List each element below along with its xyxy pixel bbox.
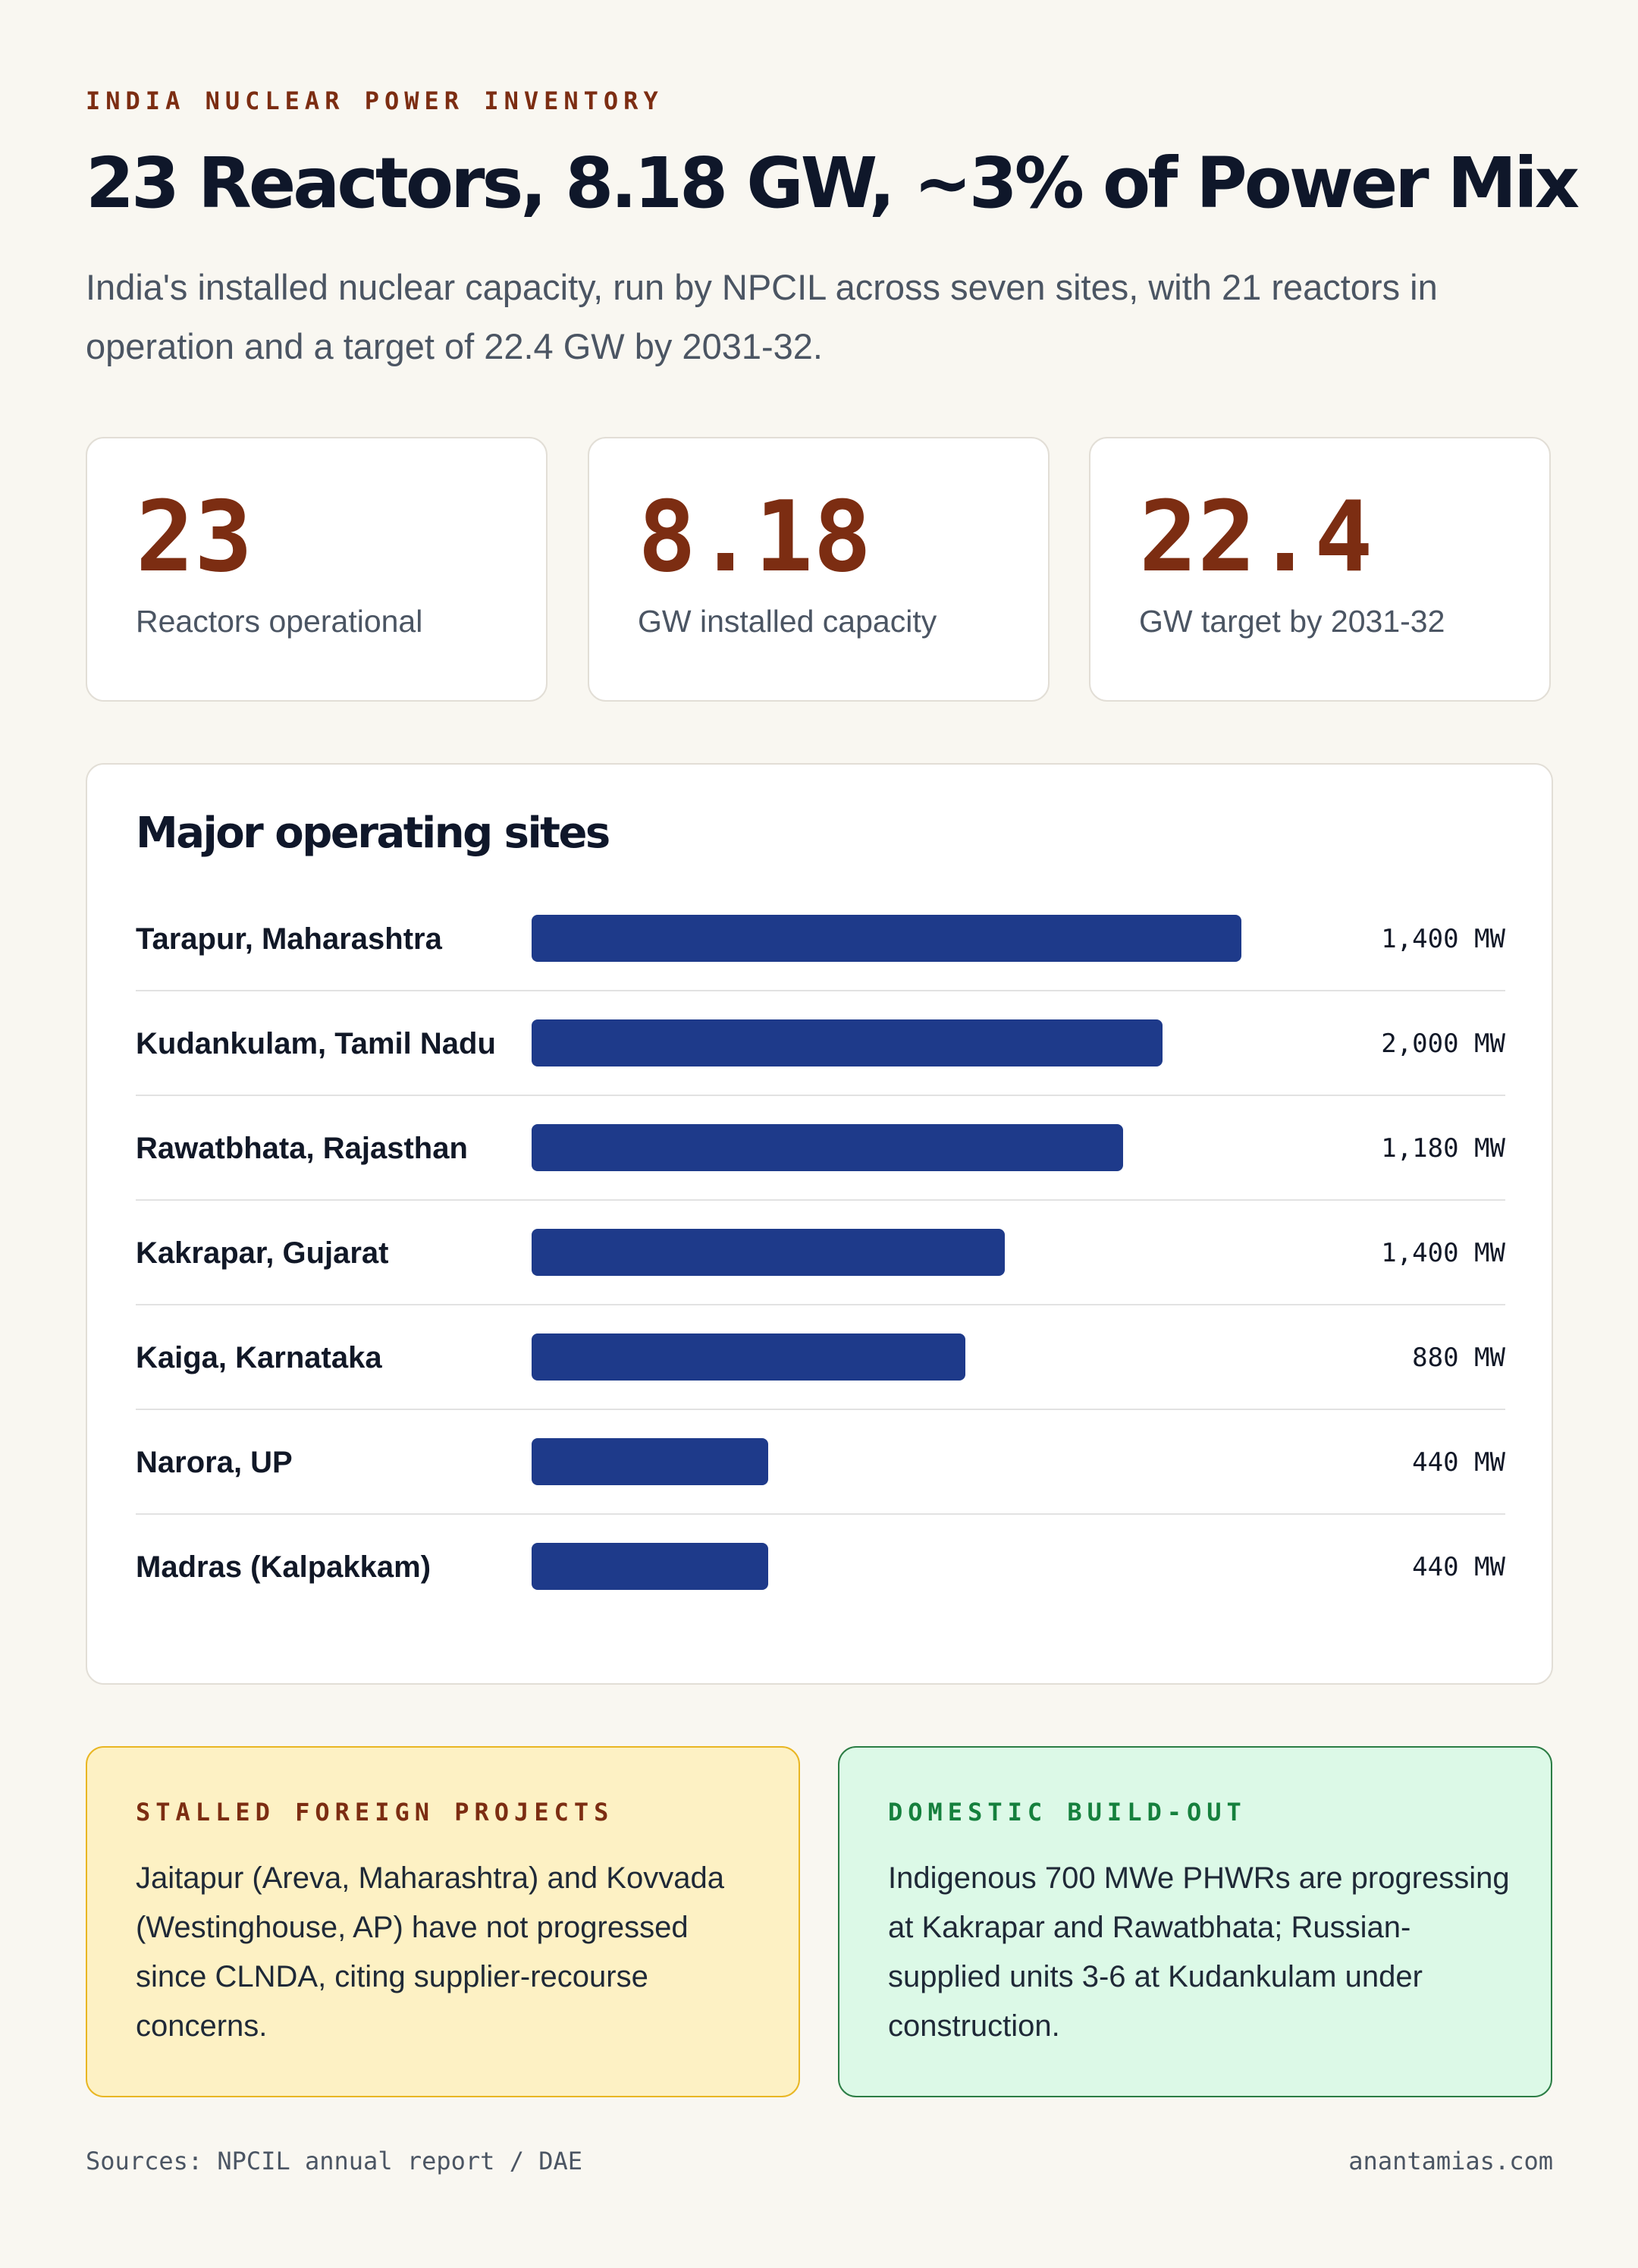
sites-chart-card: Major operating sites Tarapur, Maharasht… [86,763,1553,1685]
stat-card-target: 22.4 GW target by 2031-32 [1089,437,1551,702]
capacity-value-label: 1,180 MW [1381,1133,1505,1164]
chart-title: Major operating sites [136,809,610,858]
site-label: Tarapur, Maharashtra [136,922,443,956]
site-footer: anantamias.com [1348,2147,1553,2175]
stat-label: GW installed capacity [638,604,937,639]
capacity-value-label: 440 MW [1412,1447,1505,1478]
capacity-value-label: 1,400 MW [1381,924,1505,954]
stat-label: Reactors operational [136,604,423,639]
capacity-value-label: 2,000 MW [1381,1029,1505,1059]
note-title: DOMESTIC BUILD-OUT [888,1798,1247,1827]
sites-bar-chart: Tarapur, Maharashtra 1,400 MW Kudankulam, … [136,915,1506,1590]
capacity-bar [532,1019,1163,1066]
capacity-bar [532,1333,965,1381]
stalled-projects-note: STALLED FOREIGN PROJECTS Jaitapur (Areva… [86,1746,800,2097]
note-body: Jaitapur (Areva, Maharashtra) and Kovvad… [136,1861,724,2043]
capacity-bar [532,915,1241,962]
capacity-value-label: 440 MW [1412,1552,1505,1582]
capacity-bar [532,1543,768,1590]
stat-value: 8.18 [638,481,872,594]
stat-card-capacity: 8.18 GW installed capacity [588,437,1050,702]
stat-value: 22.4 [1139,481,1373,594]
kicker: INDIA NUCLEAR POWER INVENTORY [86,86,664,115]
page-subtitle: India's installed nuclear capacity, run … [86,267,1438,366]
domestic-buildout-note: DOMESTIC BUILD-OUT Indigenous 700 MWe PH… [838,1746,1552,2097]
site-label: Kaiga, Karnataka [136,1341,382,1374]
capacity-bar [532,1438,768,1485]
capacity-value-label: 1,400 MW [1381,1238,1505,1268]
capacity-value-label: 880 MW [1412,1343,1505,1373]
site-label: Kakrapar, Gujarat [136,1236,389,1270]
stat-card-reactors: 23 Reactors operational [86,437,548,702]
capacity-bar [532,1229,1005,1276]
note-title: STALLED FOREIGN PROJECTS [136,1798,614,1827]
stat-value: 23 [136,481,253,594]
site-label: Madras (Kalpakkam) [136,1550,431,1584]
note-body: Indigenous 700 MWe PHWRs are progressing… [888,1861,1510,2043]
site-label: Rawatbhata, Rajasthan [136,1132,468,1165]
site-label: Kudankulam, Tamil Nadu [136,1027,496,1060]
page-title: 23 Reactors, 8.18 GW, ~3% of Power Mix [86,143,1580,224]
capacity-bar [532,1124,1123,1171]
stat-label: GW target by 2031-32 [1139,604,1445,639]
site-label: Narora, UP [136,1446,293,1479]
sources-footer: Sources: NPCIL annual report / DAE [86,2147,583,2175]
